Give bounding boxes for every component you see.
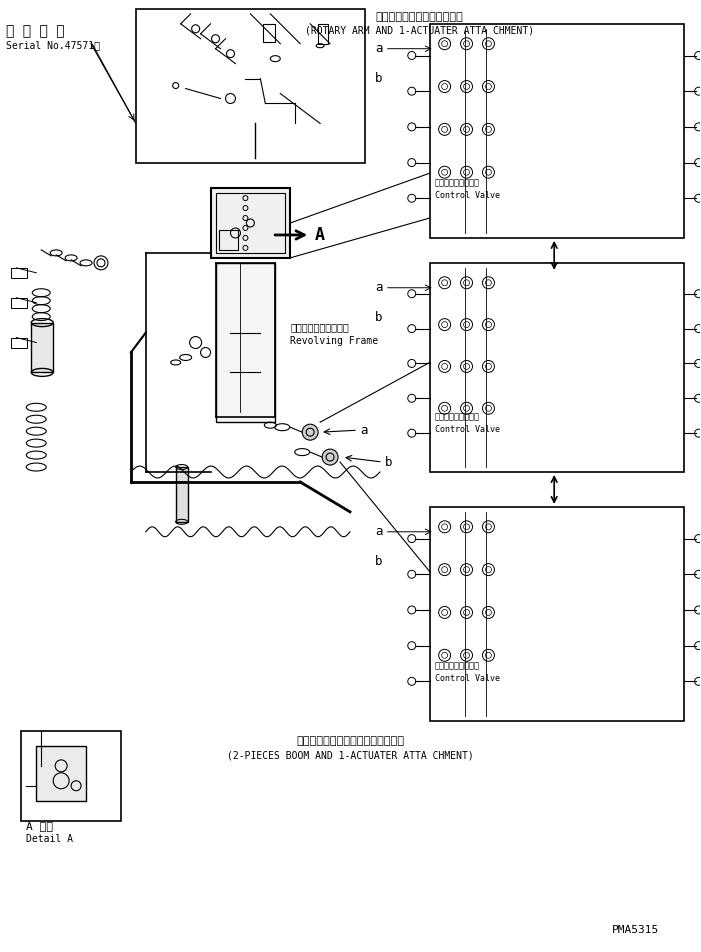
- Text: b: b: [375, 555, 383, 568]
- Bar: [430, 24, 683, 238]
- Text: コントロールバルブ: コントロールバルブ: [435, 413, 479, 422]
- Bar: [176, 467, 188, 522]
- Text: Revolving Frame: Revolving Frame: [290, 335, 379, 346]
- Text: Detail A: Detail A: [27, 834, 74, 843]
- Text: PMA5315: PMA5315: [611, 925, 659, 935]
- Text: Serial No.47571－: Serial No.47571－: [6, 40, 100, 50]
- Bar: [11, 338, 27, 347]
- Text: Control Valve: Control Valve: [435, 425, 500, 434]
- Text: b: b: [375, 311, 383, 324]
- Text: (ROTARY ARM AND 1-ACTUATER ATTA CHMENT): (ROTARY ARM AND 1-ACTUATER ATTA CHMENT): [305, 26, 534, 36]
- Text: Control Valve: Control Valve: [435, 674, 500, 683]
- Circle shape: [302, 425, 318, 440]
- Bar: [11, 268, 27, 278]
- Bar: [32, 323, 53, 372]
- Circle shape: [322, 449, 338, 465]
- Bar: [136, 9, 365, 163]
- Bar: [215, 263, 275, 423]
- Bar: [264, 24, 275, 42]
- Text: A: A: [315, 226, 325, 244]
- Bar: [215, 193, 285, 253]
- Text: b: b: [375, 72, 383, 85]
- Text: レボルビングフレーム: レボルビングフレーム: [290, 323, 349, 332]
- Text: コントロールバルブ: コントロールバルブ: [435, 179, 479, 188]
- Text: b: b: [385, 456, 393, 468]
- Text: a: a: [375, 42, 383, 55]
- Text: Control Valve: Control Valve: [435, 190, 500, 200]
- Text: a: a: [375, 526, 383, 538]
- Text: 適 用 号 機: 適 用 号 機: [6, 24, 65, 38]
- Bar: [21, 731, 121, 821]
- Text: コントロールバルブ: コントロールバルブ: [435, 662, 479, 671]
- Bar: [36, 746, 86, 801]
- Bar: [219, 230, 238, 249]
- Text: a: a: [375, 281, 383, 294]
- Bar: [318, 24, 328, 44]
- Text: a: a: [360, 424, 367, 437]
- Text: (2-PIECES BOOM AND 1-ACTUATER ATTA CHMENT): (2-PIECES BOOM AND 1-ACTUATER ATTA CHMEN…: [226, 751, 473, 761]
- Text: （２ピースブーム及び１ＡＴＴ用）: （２ピースブーム及び１ＡＴＴ用）: [296, 736, 404, 746]
- Bar: [11, 298, 27, 307]
- Bar: [430, 506, 683, 721]
- Bar: [430, 263, 683, 472]
- Bar: [210, 188, 290, 258]
- Text: （回転アームび１ＡＴＴ用）: （回転アームび１ＡＴＴ用）: [376, 11, 463, 22]
- Text: A 詳細: A 詳細: [27, 821, 53, 831]
